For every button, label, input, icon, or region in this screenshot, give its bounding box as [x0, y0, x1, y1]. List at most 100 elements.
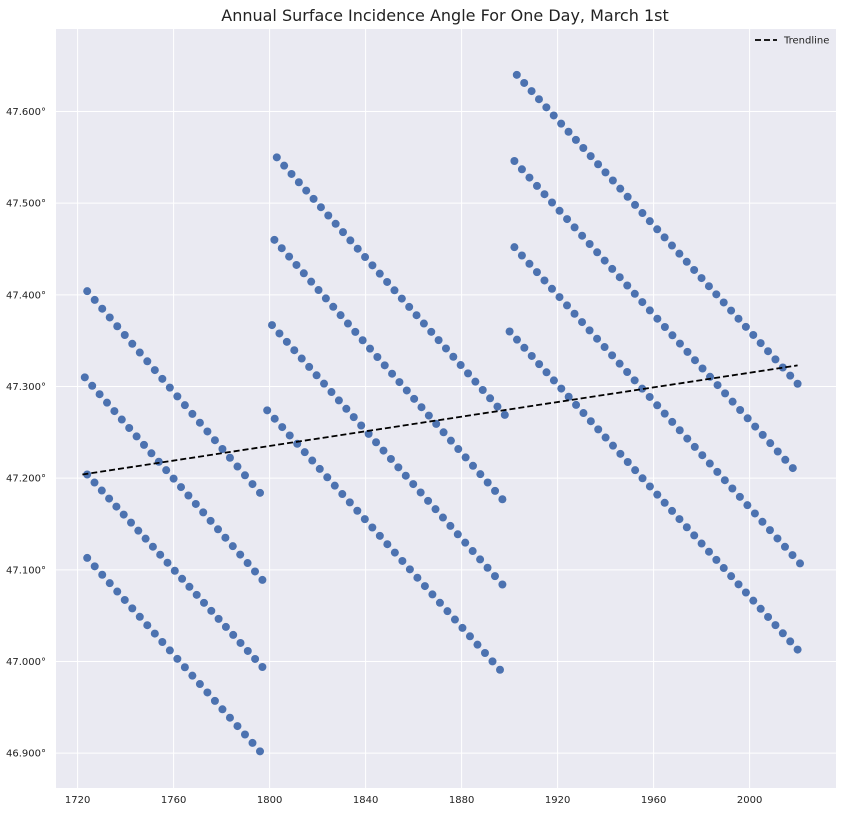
data-point — [764, 347, 773, 356]
data-point — [793, 645, 802, 654]
data-point — [788, 551, 797, 560]
x-axis-ticks: 1720 1760 1800 1840 1880 1920 1960 2000 — [65, 795, 762, 806]
data-point — [214, 614, 223, 623]
data-point — [80, 373, 89, 382]
data-point — [206, 516, 215, 525]
data-point — [345, 498, 354, 507]
data-point — [555, 293, 564, 302]
data-point — [305, 362, 314, 371]
data-point — [278, 423, 287, 432]
data-point — [468, 547, 477, 556]
data-point — [570, 223, 579, 232]
data-point — [493, 402, 502, 411]
data-point — [401, 471, 410, 480]
data-point — [83, 553, 92, 562]
data-point — [749, 596, 758, 605]
data-point — [585, 239, 594, 248]
data-point — [645, 217, 654, 226]
data-point — [778, 629, 787, 638]
data-point — [343, 319, 352, 328]
data-point — [375, 269, 384, 278]
data-point — [419, 319, 428, 328]
data-point — [512, 335, 521, 344]
data-point — [682, 523, 691, 532]
data-point — [372, 438, 381, 447]
data-point — [243, 559, 252, 568]
data-point — [380, 361, 389, 370]
data-point — [316, 203, 325, 212]
data-point — [90, 295, 99, 304]
data-point — [180, 401, 189, 410]
data-point — [353, 506, 362, 515]
data-point — [480, 649, 489, 658]
data-point — [424, 411, 433, 420]
data-point — [758, 430, 767, 439]
data-point — [593, 248, 602, 257]
data-point — [572, 400, 581, 409]
data-point — [638, 384, 647, 393]
y-tick-label: 47.300° — [6, 382, 46, 393]
data-point — [270, 414, 279, 423]
data-point — [548, 198, 557, 207]
data-point — [690, 442, 699, 451]
data-point — [486, 394, 495, 403]
data-point — [786, 637, 795, 646]
data-point — [307, 277, 316, 286]
data-point — [308, 456, 317, 465]
data-point — [490, 572, 499, 581]
data-point — [420, 582, 429, 591]
data-point — [251, 654, 260, 663]
data-point — [751, 422, 760, 431]
data-point — [292, 260, 301, 269]
data-point — [290, 346, 299, 355]
data-point — [443, 607, 452, 616]
data-point — [488, 657, 497, 666]
data-point — [741, 588, 750, 597]
data-point — [368, 523, 377, 532]
data-point — [750, 509, 759, 518]
data-point — [200, 598, 208, 607]
data-point — [225, 713, 234, 722]
data-point — [297, 354, 306, 363]
data-point — [579, 409, 588, 418]
data-point — [338, 228, 347, 237]
data-point — [95, 390, 104, 399]
data-point — [517, 165, 526, 174]
data-point — [527, 87, 536, 96]
data-point — [498, 495, 507, 504]
data-point — [653, 314, 662, 323]
legend-label: Trendline — [783, 36, 829, 47]
data-point — [683, 347, 692, 356]
data-point — [594, 160, 603, 169]
data-point — [357, 421, 366, 430]
data-point — [638, 474, 647, 483]
data-point — [405, 302, 414, 311]
data-point — [682, 257, 691, 266]
data-point — [728, 397, 737, 406]
y-tick-label: 47.100° — [6, 565, 46, 576]
data-point — [615, 273, 624, 282]
data-point — [156, 550, 165, 559]
data-point — [195, 418, 204, 427]
data-point — [388, 369, 397, 378]
data-point — [505, 327, 514, 336]
data-point — [510, 243, 519, 252]
data-point — [496, 665, 504, 674]
data-point — [564, 392, 573, 401]
data-point — [188, 409, 197, 418]
data-point — [735, 492, 744, 501]
data-point — [170, 566, 179, 575]
data-point — [165, 646, 174, 655]
data-point — [668, 417, 677, 426]
data-point — [719, 564, 728, 573]
data-point — [698, 364, 707, 373]
data-point — [364, 429, 373, 438]
data-point — [727, 572, 736, 581]
data-point — [358, 336, 367, 345]
data-point — [517, 251, 526, 260]
data-point — [660, 409, 669, 418]
data-point — [721, 389, 730, 398]
data-point — [453, 530, 462, 539]
x-tick-label: 1920 — [545, 795, 570, 806]
data-point — [395, 378, 404, 387]
